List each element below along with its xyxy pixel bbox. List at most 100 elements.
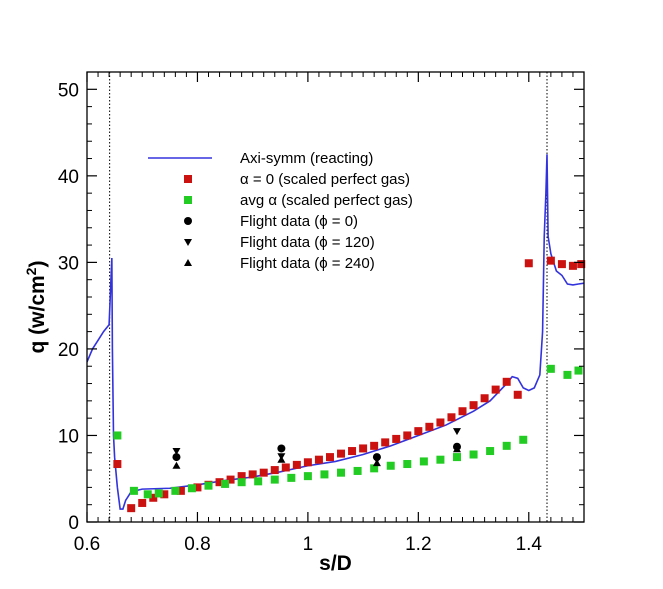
data-point bbox=[129, 486, 138, 495]
data-point bbox=[154, 489, 163, 498]
data-point bbox=[452, 453, 461, 462]
data-point bbox=[469, 401, 478, 410]
data-point bbox=[204, 481, 213, 490]
x-tick-label: 1.2 bbox=[405, 534, 431, 555]
data-point bbox=[226, 475, 235, 484]
legend-label: Flight data (ϕ = 120) bbox=[240, 234, 375, 251]
data-point bbox=[574, 366, 583, 375]
y-tick-label: 30 bbox=[58, 253, 79, 274]
data-point bbox=[359, 444, 368, 453]
series-layer bbox=[87, 154, 586, 513]
y-tick-label: 20 bbox=[58, 340, 79, 361]
legend-marker-symbol bbox=[184, 217, 192, 225]
data-point bbox=[215, 478, 224, 487]
series-2 bbox=[113, 364, 583, 499]
data-point bbox=[149, 493, 158, 502]
x-axis-title: s/D bbox=[319, 552, 352, 575]
data-point bbox=[436, 418, 445, 427]
data-point bbox=[176, 486, 185, 495]
series-0 bbox=[87, 154, 584, 510]
data-point bbox=[546, 364, 555, 373]
data-point bbox=[172, 461, 181, 469]
y-tick-label: 10 bbox=[58, 426, 79, 447]
data-point bbox=[370, 441, 379, 450]
data-point bbox=[469, 450, 478, 459]
legend-marker-symbol bbox=[184, 239, 192, 246]
data-point bbox=[502, 377, 511, 386]
legend-label: Flight data (ϕ = 240) bbox=[240, 255, 375, 272]
data-point bbox=[436, 455, 445, 464]
data-point bbox=[277, 455, 286, 463]
data-point bbox=[480, 394, 489, 403]
data-point bbox=[486, 447, 495, 456]
data-point bbox=[270, 475, 279, 484]
data-point bbox=[193, 483, 202, 492]
data-point bbox=[287, 473, 296, 482]
data-point bbox=[314, 455, 323, 464]
x-tick-label: 1.4 bbox=[516, 534, 543, 555]
data-point bbox=[386, 461, 395, 470]
data-point bbox=[303, 472, 312, 481]
data-point bbox=[292, 460, 301, 469]
data-point bbox=[171, 486, 180, 495]
data-point bbox=[577, 260, 586, 269]
data-point bbox=[160, 490, 169, 499]
data-point bbox=[237, 478, 246, 487]
data-point bbox=[270, 466, 279, 475]
data-point bbox=[452, 445, 461, 453]
data-point bbox=[187, 484, 196, 493]
series-line-axi-symm bbox=[87, 154, 584, 510]
data-point bbox=[277, 444, 286, 453]
data-point bbox=[513, 390, 522, 399]
series-4 bbox=[172, 428, 461, 464]
data-point bbox=[414, 427, 423, 436]
series-5 bbox=[172, 445, 461, 469]
data-point bbox=[372, 459, 381, 467]
data-point bbox=[563, 370, 572, 379]
legend-marker-symbol bbox=[184, 259, 192, 266]
legend-label: avg α (scaled perfect gas) bbox=[240, 192, 413, 209]
data-point bbox=[353, 466, 362, 475]
data-point bbox=[281, 463, 290, 472]
legend-label: α = 0 (scaled perfect gas) bbox=[240, 171, 410, 188]
data-point bbox=[370, 464, 379, 473]
legend-marker-symbol bbox=[184, 175, 192, 183]
data-point bbox=[557, 260, 566, 269]
data-point bbox=[143, 490, 152, 499]
legend-label: Axi-symm (reacting) bbox=[240, 150, 373, 167]
data-point bbox=[172, 453, 181, 462]
data-point bbox=[325, 453, 334, 462]
data-point bbox=[172, 448, 181, 456]
y-tick-label: 0 bbox=[68, 513, 79, 534]
plot-frame bbox=[86, 71, 585, 523]
x-tick-label: 0.8 bbox=[184, 534, 210, 555]
data-point bbox=[113, 431, 122, 440]
data-point bbox=[221, 479, 230, 488]
data-point bbox=[248, 470, 257, 479]
y-tick-label: 40 bbox=[58, 167, 79, 188]
data-point bbox=[337, 468, 346, 477]
data-point bbox=[502, 441, 511, 450]
data-point bbox=[419, 457, 428, 466]
y-axis-title: q (w/cm2) bbox=[23, 261, 49, 354]
data-point bbox=[320, 470, 329, 479]
data-point bbox=[403, 431, 412, 440]
data-point bbox=[138, 498, 147, 507]
data-point bbox=[447, 413, 456, 422]
data-point bbox=[348, 447, 357, 456]
data-point bbox=[303, 458, 312, 467]
data-point bbox=[392, 434, 401, 443]
axes-layer: 0 10 20 30 40 50 0.6 0.8 1 1.2 1.4 s/D q (w/cm2) bbox=[23, 71, 585, 575]
data-point bbox=[237, 472, 246, 481]
y-tick-label: 50 bbox=[58, 80, 79, 101]
series-1 bbox=[113, 256, 586, 513]
series-3 bbox=[172, 442, 461, 462]
data-point bbox=[519, 435, 528, 444]
legend: Axi-symm (reacting) α = 0 (scaled perfect… bbox=[148, 150, 413, 272]
data-point bbox=[452, 428, 461, 436]
x-tick-label: 0.6 bbox=[74, 534, 100, 555]
legend-label: Flight data (ϕ = 0) bbox=[240, 213, 358, 230]
legend-marker-symbol bbox=[184, 196, 192, 204]
data-point bbox=[259, 468, 268, 477]
